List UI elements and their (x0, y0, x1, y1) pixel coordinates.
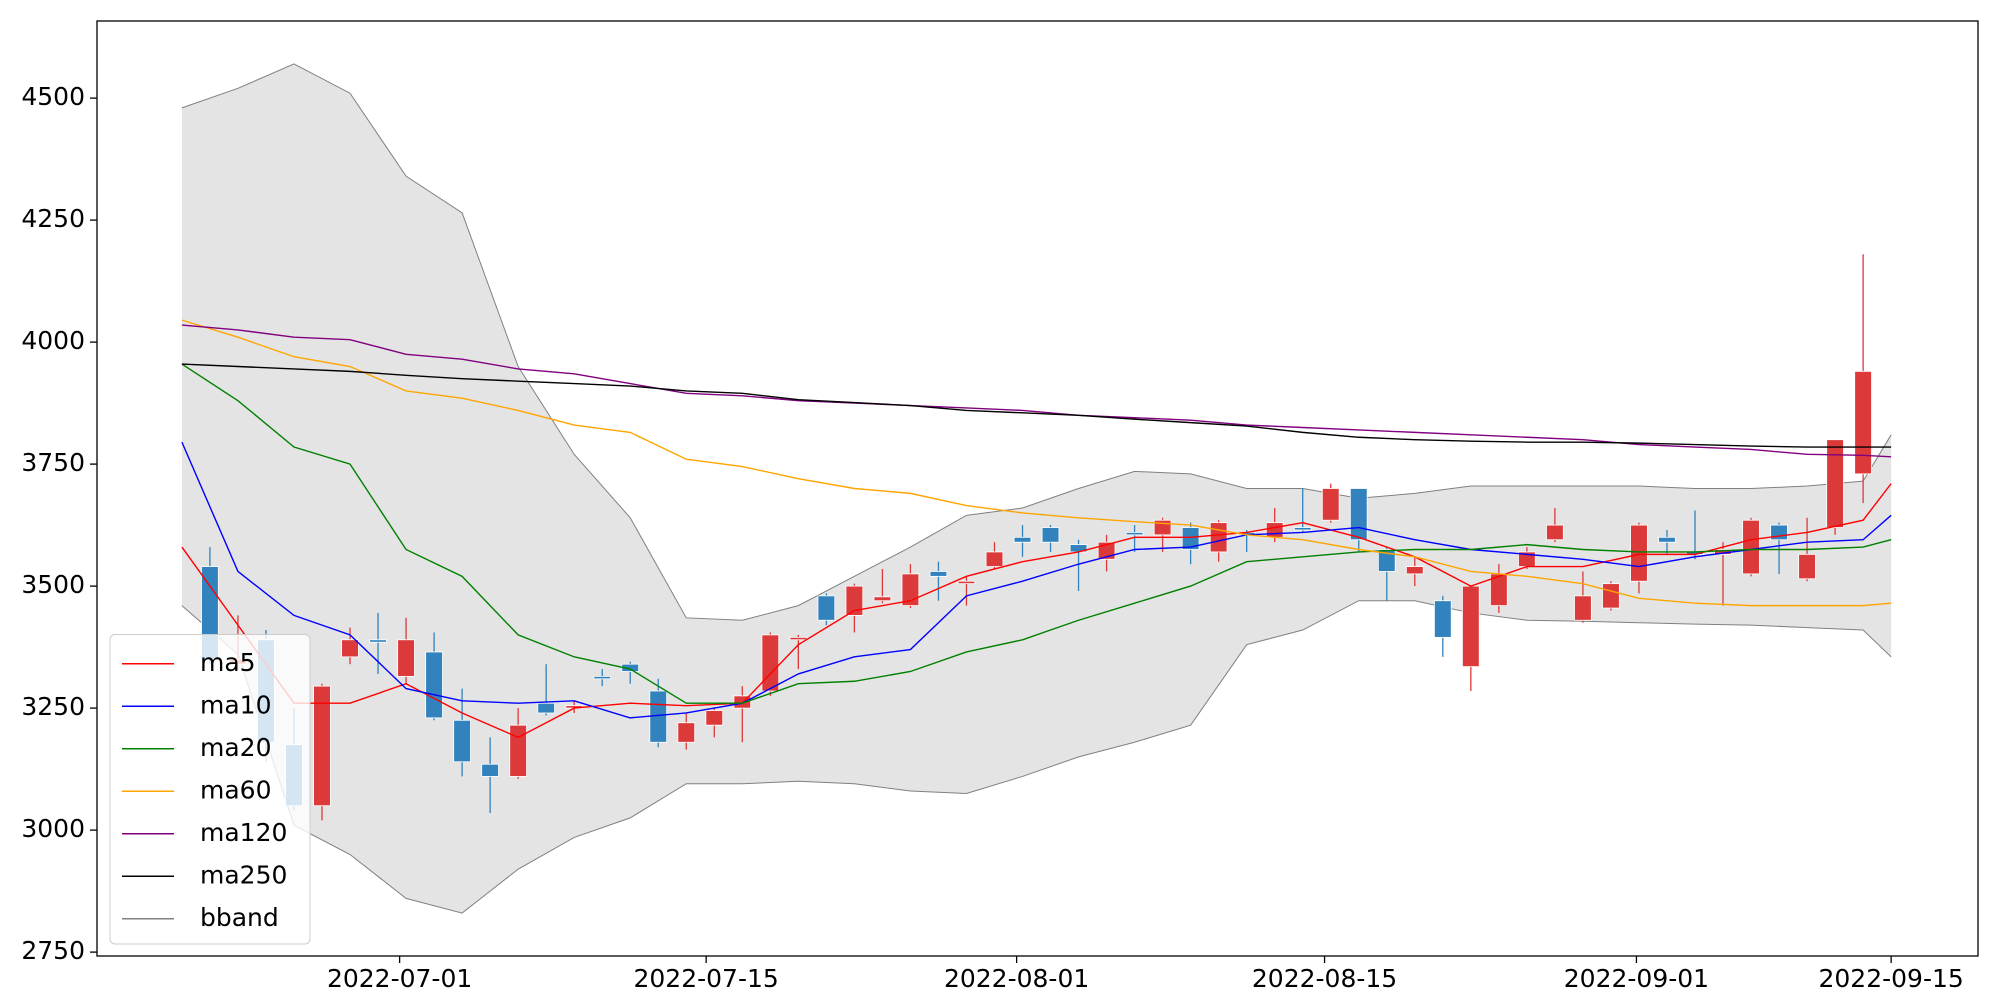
candle-body (1602, 583, 1620, 609)
ma-line (181, 319, 1892, 607)
candle-body (1321, 488, 1340, 521)
legend-label: ma10 (200, 690, 271, 719)
candle-body (985, 551, 1004, 567)
band-edge (181, 63, 1892, 621)
candle-body (313, 685, 331, 807)
candle-body (1854, 370, 1872, 475)
ma-line (181, 441, 1892, 719)
candle-body (1041, 527, 1060, 543)
x-tick-label: 2022-07-15 (634, 964, 779, 993)
ma-line (181, 363, 1892, 448)
candle-body (1293, 527, 1312, 531)
y-tick-label: 4000 (21, 326, 85, 355)
legend-label: ma250 (200, 860, 287, 889)
legend: ma5 ma10 ma20 ma60 ma120 ma250 bband (109, 634, 311, 945)
candle-body (1377, 549, 1396, 572)
candle-body (397, 639, 415, 677)
legend-label: ma60 (200, 775, 271, 804)
plot-frame (96, 20, 1979, 957)
legend-label: ma5 (200, 648, 256, 677)
y-tick-label: 4250 (21, 204, 85, 233)
candle-body (677, 722, 696, 743)
x-tick-label: 2022-08-01 (944, 964, 1089, 993)
candle-body (481, 763, 499, 777)
candle-body (369, 639, 387, 643)
candle-body (1209, 522, 1228, 553)
candle-body (1349, 488, 1368, 541)
candle-body (1630, 524, 1648, 582)
candle-body (1462, 585, 1480, 668)
candle-body (873, 596, 892, 602)
x-tick-label: 2022-07-01 (327, 964, 472, 993)
y-tick-label: 3750 (21, 448, 85, 477)
candle-body (537, 702, 555, 714)
y-tick-label: 4500 (21, 82, 85, 111)
candle-body (957, 580, 976, 585)
legend-box (109, 634, 311, 945)
candle-body (817, 595, 836, 621)
candle-body (761, 634, 780, 692)
legend-label: bband (200, 903, 279, 932)
x-tick-label: 2022-09-15 (1818, 964, 1963, 993)
candle-body (1546, 524, 1564, 541)
candle-body (1125, 532, 1144, 536)
candle-body (929, 571, 948, 577)
candle-body (453, 719, 471, 763)
candle-body (845, 585, 864, 616)
x-tick-label: 2022-08-15 (1252, 964, 1397, 993)
legend-label: ma120 (200, 818, 287, 847)
candle-body (1013, 536, 1032, 543)
candle-body (1742, 519, 1760, 575)
legend-label: ma20 (200, 733, 271, 762)
candle-body (705, 710, 724, 726)
x-tick-label: 2022-09-01 (1564, 964, 1709, 993)
candle-body (593, 675, 612, 680)
candle-body (425, 651, 443, 719)
band-fill (181, 63, 1892, 914)
candle-body (1826, 439, 1844, 528)
candle-body (509, 724, 527, 777)
candle-body (1434, 600, 1452, 638)
candle-body (1181, 527, 1200, 550)
y-tick-label: 3500 (21, 570, 85, 599)
candle-body (341, 639, 359, 658)
candle-body (1405, 566, 1424, 575)
ma-line (181, 483, 1892, 739)
candle-body (1574, 595, 1592, 621)
y-tick-label: 2750 (21, 936, 85, 965)
candle-body (1658, 536, 1676, 543)
candle-body (901, 573, 920, 607)
candle-body (789, 636, 808, 641)
ma-line (181, 324, 1892, 458)
candle-body (1097, 541, 1116, 560)
candle-body (1265, 522, 1284, 538)
band-edge (181, 600, 1892, 914)
candle-body (649, 690, 668, 743)
candle-body (1798, 553, 1816, 580)
ma-line (181, 363, 1892, 704)
y-tick-label: 3000 (21, 814, 85, 843)
y-tick-label: 3250 (21, 692, 85, 721)
